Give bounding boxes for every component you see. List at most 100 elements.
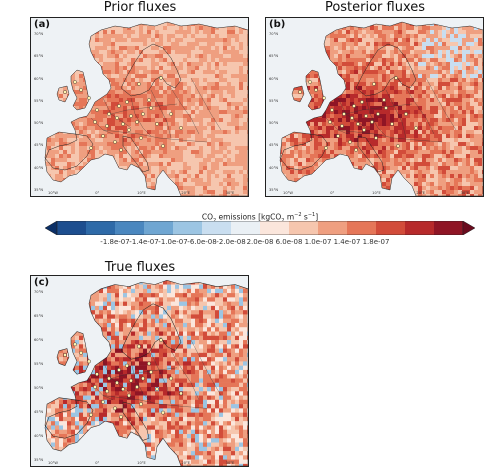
station-marker <box>360 100 364 104</box>
station-marker <box>101 400 105 404</box>
station-marker <box>107 376 111 381</box>
station-marker <box>129 114 133 118</box>
station-marker <box>161 410 165 415</box>
country-border <box>385 89 407 139</box>
panel-tag: (a) <box>34 19 50 30</box>
colorbar-extend-low <box>45 221 58 235</box>
station-marker <box>374 136 378 140</box>
station-marker <box>169 112 173 116</box>
station-marker <box>95 372 99 377</box>
colorbar-tick-label: -2.0e-08 <box>216 238 246 246</box>
colorbar-tick-label: -1.0e-07 <box>158 238 188 246</box>
country-border <box>405 87 435 135</box>
station-marker <box>362 128 366 132</box>
colorbar-tick-label: -1.4e-07 <box>129 238 159 246</box>
lat-tick-label: 50°N <box>34 386 44 390</box>
lon-tick-label: 10°E <box>137 461 146 465</box>
lat-tick-label: 40°N <box>34 165 44 170</box>
colorbar-tick-label: -6.0e-08 <box>187 238 217 246</box>
station-marker <box>117 104 121 108</box>
station-marker <box>79 88 83 92</box>
map-graphic <box>31 276 248 466</box>
station-marker <box>139 136 143 140</box>
station-marker <box>115 116 119 120</box>
lat-tick-label: 55°N <box>269 98 279 103</box>
lat-tick-label: 50°N <box>34 121 44 126</box>
lat-tick-label: 45°N <box>34 410 44 414</box>
station-marker <box>149 370 153 374</box>
station-marker <box>350 116 354 120</box>
country-border <box>150 352 172 405</box>
country-border <box>425 77 457 131</box>
map-posterior: (b) 70°N 65°N 60°N 55°N 50°N 45°N 40°N 35°N 10°W… <box>265 17 484 197</box>
lat-tick-label: 70°N <box>34 290 44 294</box>
station-marker <box>89 146 93 150</box>
station-marker <box>155 387 159 392</box>
station-marker <box>113 406 117 411</box>
station-marker <box>155 122 159 126</box>
lat-tick-label: 55°N <box>34 362 44 366</box>
colorbar-segment <box>318 221 348 235</box>
panel-tag: (b) <box>269 19 286 30</box>
station-marker <box>364 114 368 118</box>
colorbar-tick-label: 1.4e-07 <box>333 238 361 246</box>
station-marker <box>390 122 394 126</box>
panel-true: True fluxes (c) 70°N 65°N 60°N 55°N 50°N 45°N… <box>30 260 250 471</box>
station-marker <box>322 96 326 100</box>
station-marker <box>73 80 77 84</box>
station-marker <box>396 144 400 148</box>
station-marker <box>107 112 111 116</box>
coastline <box>44 21 248 196</box>
station-marker <box>63 90 67 94</box>
station-marker <box>113 140 117 144</box>
station-marker <box>95 108 99 112</box>
country-border <box>170 87 200 135</box>
station-marker <box>161 144 165 148</box>
station-marker <box>330 108 334 112</box>
country-border <box>190 77 222 131</box>
station-marker <box>141 376 145 381</box>
lon-tick-label: 30°E <box>460 191 470 195</box>
colorbar-tick-label: 2.0e-08 <box>246 238 274 246</box>
station-marker <box>384 106 388 110</box>
station-marker <box>87 96 91 100</box>
coastline <box>305 69 325 111</box>
colorbar-segment <box>405 221 435 235</box>
map-graphic <box>266 18 483 196</box>
colorbar-tick-label: 1.8e-07 <box>362 238 390 246</box>
colorbar-segment <box>347 221 377 235</box>
station-marker <box>115 380 119 385</box>
station-marker <box>356 122 360 126</box>
station-marker <box>340 124 344 128</box>
station-marker <box>105 389 109 394</box>
station-marker <box>129 378 133 383</box>
station-marker <box>328 120 332 124</box>
station-marker <box>125 363 129 368</box>
coastline <box>44 397 94 439</box>
coastline <box>44 131 94 171</box>
coastline <box>56 85 70 103</box>
station-marker <box>121 387 125 392</box>
station-marker <box>125 100 129 104</box>
coastline <box>122 135 150 173</box>
coastline <box>70 331 90 375</box>
country-border <box>110 103 178 115</box>
panel-posterior: Posterior fluxes (b) 70°N 65°N 60°N 55°N 50°… <box>265 0 485 200</box>
colorbar-tick-label: 6.0e-08 <box>275 238 303 246</box>
map-graphic <box>31 18 248 196</box>
lat-tick-label: 60°N <box>34 338 44 342</box>
station-marker <box>101 134 105 138</box>
lon-tick-label: 0° <box>95 191 100 195</box>
station-marker <box>370 120 374 124</box>
panel-title: Posterior fluxes <box>324 0 426 15</box>
coastline <box>56 348 70 366</box>
coastline <box>120 43 182 97</box>
station-marker <box>372 82 376 86</box>
colorbar-segment <box>173 221 203 235</box>
lon-tick-label: 10°W <box>283 191 293 195</box>
station-marker <box>139 402 143 407</box>
lon-tick-label: 0° <box>330 191 335 195</box>
colorbar-segment <box>86 221 116 235</box>
lat-tick-label: 60°N <box>34 76 44 81</box>
station-marker <box>147 98 151 102</box>
